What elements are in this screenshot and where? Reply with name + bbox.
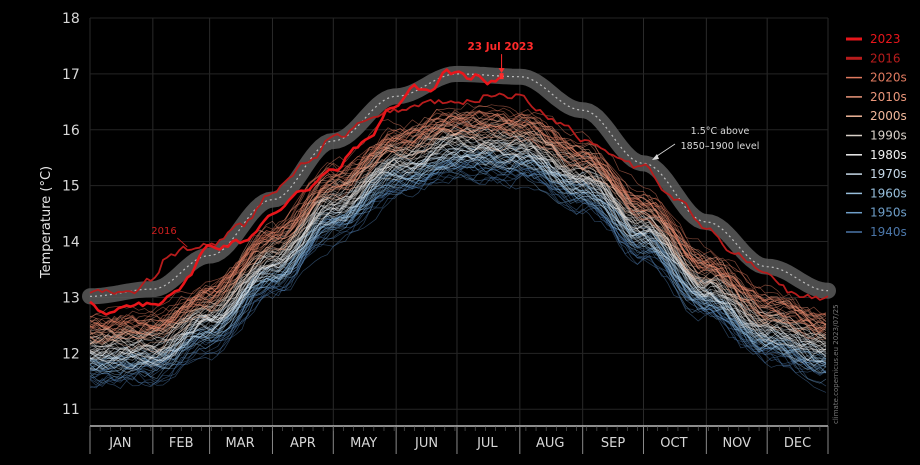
historical-year-line (89, 127, 827, 340)
axes: 11 12 13 14 15 16 17 18 JAN FEB MAR APR MAY JUN JUL AUG… (62, 11, 829, 454)
historical-year-line (89, 104, 827, 326)
annotation-level-arrowhead (652, 154, 659, 160)
threshold-band (82, 65, 836, 305)
legend-label-2023: 2023 (870, 32, 901, 46)
threshold-dotted-line (90, 73, 829, 297)
series-end-marker-2023 (499, 73, 504, 80)
series-line-2016 (89, 92, 829, 301)
legend-label-1970s: 1970s (870, 167, 907, 181)
legend-label-1940s: 1940s (870, 225, 907, 239)
month-label: APR (290, 436, 316, 451)
historical-year-line (89, 112, 827, 333)
historical-year-line (89, 151, 827, 380)
y-axis-label: Temperature (°C) (39, 166, 54, 279)
historical-year-line (89, 133, 827, 351)
annotation-2016-label: 2016 (151, 226, 176, 237)
historical-year-line (89, 112, 827, 333)
y-tick-label: 14 (62, 235, 80, 251)
y-tick-label: 13 (62, 290, 80, 306)
legend: 2023 2016 2020s 2010s 2000s 1990s 1980s 1970s 19… (846, 32, 907, 239)
y-tick-label: 16 (62, 123, 80, 139)
month-label: NOV (722, 436, 751, 451)
legend-label-1980s: 1980s (870, 148, 907, 162)
historical-year-line (89, 111, 827, 331)
legend-label-1960s: 1960s (870, 186, 907, 200)
month-label: JUN (414, 436, 438, 451)
historical-year-line (89, 122, 827, 334)
month-label: DEC (784, 436, 811, 451)
month-label: OCT (660, 436, 687, 451)
annotation-2016-pointer (177, 237, 188, 248)
y-tick-label: 17 (62, 67, 80, 83)
month-label: MAY (350, 436, 377, 451)
legend-label-2016: 2016 (870, 51, 901, 65)
watermark: climate.copernicus.eu 2023/07/25 (832, 304, 840, 424)
historical-year-line (89, 143, 827, 360)
legend-label-1990s: 1990s (870, 129, 907, 143)
y-tick-label: 11 (62, 402, 80, 418)
y-tick-label: 12 (62, 346, 80, 362)
annotation-peak-label: 23 Jul 2023 (468, 41, 534, 53)
month-label: AUG (536, 436, 564, 451)
month-label: SEP (601, 436, 625, 451)
legend-label-2010s: 2010s (870, 90, 907, 104)
historical-year-line (89, 111, 827, 333)
month-label: JAN (108, 436, 131, 451)
historical-year-line (89, 139, 827, 352)
historical-year-line (89, 135, 827, 359)
historical-year-line (89, 102, 827, 319)
historical-year-line (89, 167, 827, 393)
month-label: MAR (225, 436, 254, 451)
month-label: FEB (169, 436, 194, 451)
historical-year-line (89, 108, 827, 331)
annotation-level-line2: 1850–1900 level (681, 141, 760, 152)
month-label: JUL (476, 436, 498, 451)
annotation-level-line1: 1.5°C above (691, 126, 750, 137)
historical-year-line (89, 117, 827, 343)
highlight-series (89, 68, 829, 316)
historical-year-line (89, 153, 827, 372)
legend-label-2020s: 2020s (870, 71, 907, 85)
historical-years-lines (89, 102, 827, 393)
legend-label-2000s: 2000s (870, 109, 907, 123)
y-tick-label: 15 (62, 179, 80, 195)
historical-year-line (89, 143, 827, 366)
annotation-peak-arrowhead (498, 68, 505, 74)
legend-label-1950s: 1950s (870, 206, 907, 220)
chart-annotations: 23 Jul 2023 2016 1.5°C above 1850–1900 leve… (151, 41, 760, 248)
y-tick-label: 18 (62, 11, 80, 27)
historical-year-line (89, 109, 827, 330)
series-line-2023 (89, 68, 501, 316)
